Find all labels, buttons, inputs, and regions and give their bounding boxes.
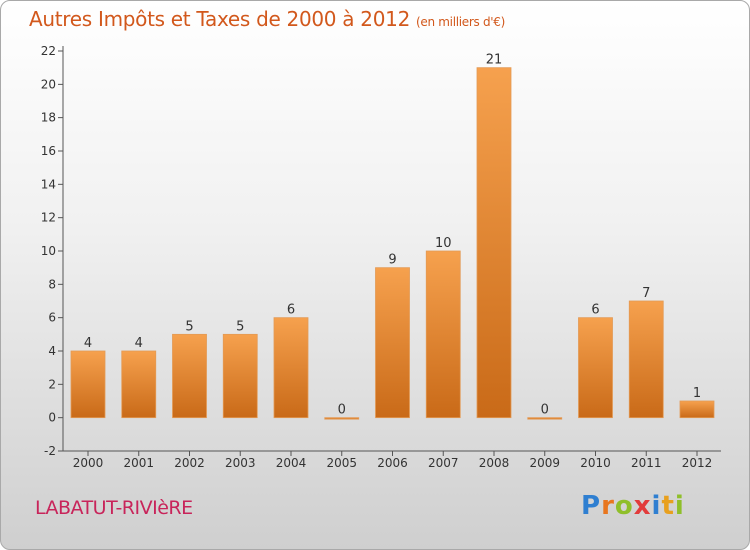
y-tick-label: -2 <box>44 444 56 458</box>
bar <box>324 417 360 420</box>
bar <box>172 333 207 419</box>
bar <box>578 317 613 419</box>
y-tick-label: 16 <box>41 144 56 158</box>
bar-value-label: 0 <box>541 403 549 418</box>
y-tick-label: 14 <box>41 177 56 191</box>
logo-letter: x <box>633 491 652 521</box>
x-tick-label: 2001 <box>123 456 154 470</box>
x-tick-label: 2002 <box>174 456 205 470</box>
y-tick-label: 10 <box>41 244 56 258</box>
bar <box>527 417 563 420</box>
y-tick-label: 22 <box>41 44 56 58</box>
chart-title-text: Autres Impôts et Taxes de 2000 à 2012 <box>29 7 410 31</box>
x-tick-label: 2012 <box>682 456 713 470</box>
bar <box>273 317 309 419</box>
x-tick-label: 2000 <box>73 456 104 470</box>
bar-value-label: 6 <box>287 303 295 318</box>
bar-value-label: 1 <box>693 386 701 401</box>
logo-letter: P <box>581 491 602 521</box>
logo-letter: r <box>601 491 615 521</box>
bar-value-label: 4 <box>135 336 143 351</box>
bar <box>121 350 157 419</box>
x-tick-label: 2007 <box>428 456 459 470</box>
bar-value-label: 21 <box>486 53 503 68</box>
chart-title: Autres Impôts et Taxes de 2000 à 2012 (en… <box>29 7 505 31</box>
bar-value-label: 5 <box>185 319 193 334</box>
bar-value-label: 0 <box>338 403 346 418</box>
y-tick-label: 12 <box>41 211 56 225</box>
x-tick-label: 2008 <box>479 456 510 470</box>
bar <box>476 67 512 419</box>
y-tick-label: 20 <box>41 77 56 91</box>
y-tick-label: 2 <box>48 377 56 391</box>
bar-value-label: 4 <box>84 336 92 351</box>
logo-letter: o <box>614 491 634 521</box>
x-tick-label: 2010 <box>580 456 611 470</box>
chart-unit: (en milliers d'€) <box>416 15 506 29</box>
x-tick-label: 2003 <box>225 456 256 470</box>
y-tick-label: 6 <box>48 311 56 325</box>
x-tick-label: 2004 <box>276 456 307 470</box>
bar-value-label: 5 <box>236 319 244 334</box>
bar <box>222 333 258 419</box>
bar <box>679 400 715 419</box>
proxiti-logo: Proxiti <box>581 491 685 521</box>
x-tick-label: 2005 <box>326 456 357 470</box>
bar <box>628 300 664 419</box>
bar-value-label: 9 <box>388 253 396 268</box>
logo-letter: t <box>661 491 675 521</box>
bar <box>425 250 461 419</box>
y-tick-label: 4 <box>48 344 56 358</box>
bar <box>70 350 106 419</box>
logo-letter: i <box>651 491 662 521</box>
y-tick-label: 8 <box>48 277 56 291</box>
x-tick-label: 2006 <box>377 456 408 470</box>
bar <box>375 267 410 419</box>
x-tick-label: 2011 <box>631 456 662 470</box>
y-tick-label: 18 <box>41 111 56 125</box>
logo-letter: i <box>674 491 685 521</box>
bar-value-label: 6 <box>591 303 599 318</box>
x-tick-label: 2009 <box>529 456 560 470</box>
bar-value-label: 7 <box>642 286 650 301</box>
commune-name: LABATUT-RIVIèRE <box>35 497 193 519</box>
y-tick-label: 0 <box>48 411 56 425</box>
bar-value-label: 10 <box>435 236 452 251</box>
